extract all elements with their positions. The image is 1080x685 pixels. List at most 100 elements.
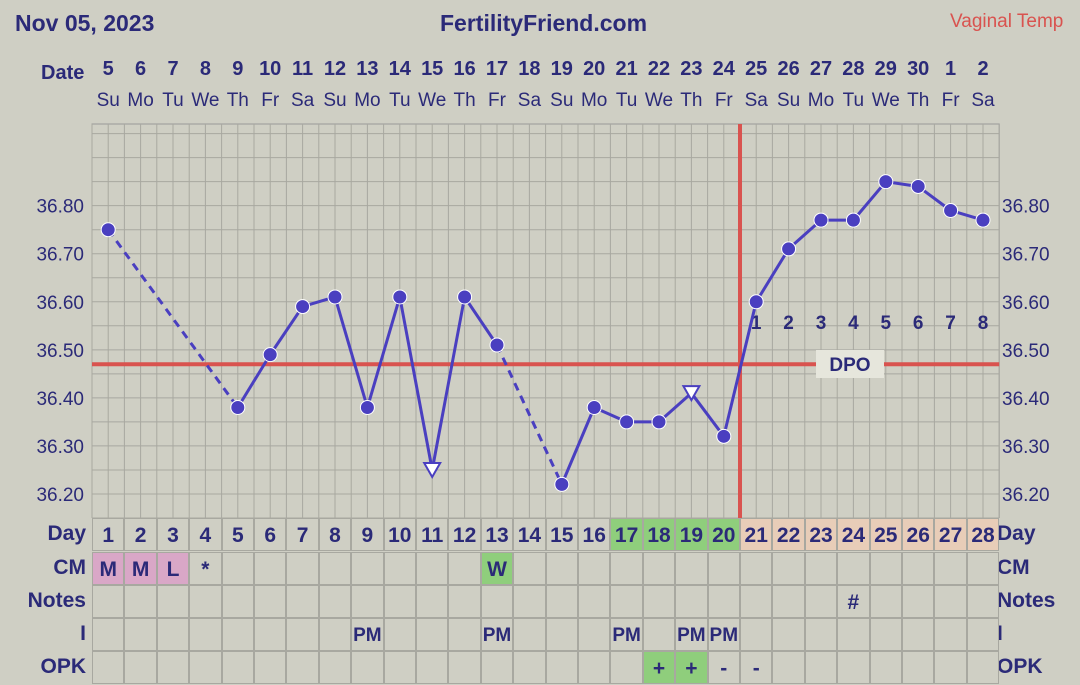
date-label: 21: [615, 58, 637, 80]
date-label: 19: [551, 58, 573, 80]
cycle-day-cell: 25: [869, 518, 902, 551]
notes-cell: [254, 585, 287, 618]
y-tick-label-left: 36.30: [36, 437, 84, 458]
cycle-day-cell: 24: [837, 518, 870, 551]
opk-cell: [934, 651, 967, 684]
cm-cell: [545, 552, 578, 585]
notes-cell: [545, 585, 578, 618]
opk-cell: [902, 651, 935, 684]
date-label: 24: [713, 58, 736, 80]
cycle-day-cell: 20: [707, 518, 740, 551]
notes-row-label-right: Notes: [997, 589, 1056, 612]
intercourse-cell: [545, 618, 578, 651]
cycle-day-cell: 3: [156, 518, 190, 551]
intercourse-cell: [416, 618, 449, 651]
cm-cell: [675, 552, 708, 585]
cm-cell: [966, 552, 1000, 585]
date-label: 10: [259, 58, 281, 80]
date-label: 15: [421, 58, 443, 80]
notes-cell: [772, 585, 805, 618]
cm-cell: [221, 552, 254, 585]
date-label: 16: [453, 58, 475, 80]
cm-cell: M: [124, 552, 157, 585]
cm-cell: [383, 552, 416, 585]
notes-cell: [448, 585, 481, 618]
notes-cell: [221, 585, 254, 618]
y-tick-label-left: 36.20: [36, 485, 84, 506]
intercourse-cell: [966, 618, 1000, 651]
cm-row-label-right: CM: [997, 556, 1030, 579]
intercourse-cell: [804, 618, 838, 651]
date-label: 27: [810, 58, 832, 80]
intercourse-row-label: I: [80, 622, 86, 645]
opk-cell: [966, 651, 1000, 684]
temp-point: [230, 399, 246, 415]
opk-cell: [448, 651, 481, 684]
cycle-day-cell: 2: [124, 518, 157, 551]
weekday-label: Su: [777, 90, 800, 111]
intercourse-cell: [286, 618, 319, 651]
weekday-label: Sa: [518, 90, 542, 111]
temp-point: [457, 289, 473, 305]
notes-cell: #: [837, 585, 870, 618]
date-label: 9: [232, 58, 243, 80]
cm-cell: L: [156, 552, 190, 585]
dpo-number: 2: [783, 313, 794, 334]
notes-cell: [902, 585, 935, 618]
notes-cell: [675, 585, 708, 618]
temp-line: [722, 301, 758, 437]
cm-cell: [804, 552, 838, 585]
temp-point: [554, 476, 570, 492]
cycle-day-cell: 8: [318, 518, 352, 551]
cm-cell: [934, 552, 967, 585]
cm-cell: [837, 552, 870, 585]
intercourse-row-label-right: I: [997, 622, 1003, 645]
notes-cell: [869, 585, 902, 618]
dpo-number: 4: [848, 313, 859, 334]
intercourse-cell: [772, 618, 805, 651]
cm-cell: [318, 552, 352, 585]
temp-point: [619, 414, 635, 430]
intercourse-cell: [642, 618, 676, 651]
day-row-label: Day: [47, 522, 86, 545]
y-tick-label-left: 36.60: [36, 293, 84, 314]
weekday-label: Tu: [843, 90, 864, 111]
date-label: 18: [518, 58, 540, 80]
date-label: 11: [292, 58, 313, 80]
intercourse-cell: [254, 618, 287, 651]
opk-cell: [383, 651, 416, 684]
temp-line: [236, 353, 272, 409]
cm-cell: [578, 552, 611, 585]
day-row-label-right: Day: [997, 522, 1036, 545]
notes-cell: [934, 585, 967, 618]
y-tick-label-right: 36.60: [1002, 293, 1050, 314]
cycle-day-cell: 14: [513, 518, 546, 551]
cm-cell: [351, 552, 384, 585]
date-label: 25: [745, 58, 767, 80]
notes-cell: [740, 585, 773, 618]
opk-cell: [804, 651, 838, 684]
cm-cell: [707, 552, 740, 585]
cm-cell: [610, 552, 643, 585]
opk-cell: [869, 651, 902, 684]
intercourse-cell: [189, 618, 222, 651]
temp-point: [943, 202, 959, 218]
intercourse-cell: [221, 618, 254, 651]
temp-point: [975, 212, 991, 228]
dpo-label-box: [816, 350, 884, 378]
temp-point: [716, 428, 732, 444]
intercourse-cell: [934, 618, 967, 651]
weekday-label: Su: [97, 90, 120, 111]
opk-cell: [772, 651, 805, 684]
weekday-label: Tu: [162, 90, 183, 111]
cm-cell: [740, 552, 773, 585]
notes-cell: [156, 585, 190, 618]
notes-cell: [480, 585, 514, 618]
opk-cell: [124, 651, 157, 684]
intercourse-cell: [578, 618, 611, 651]
intercourse-cell: [448, 618, 481, 651]
cm-cell: W: [480, 552, 514, 585]
date-label: 26: [777, 58, 799, 80]
weekday-label: Sa: [745, 90, 769, 111]
date-label: 23: [680, 58, 702, 80]
